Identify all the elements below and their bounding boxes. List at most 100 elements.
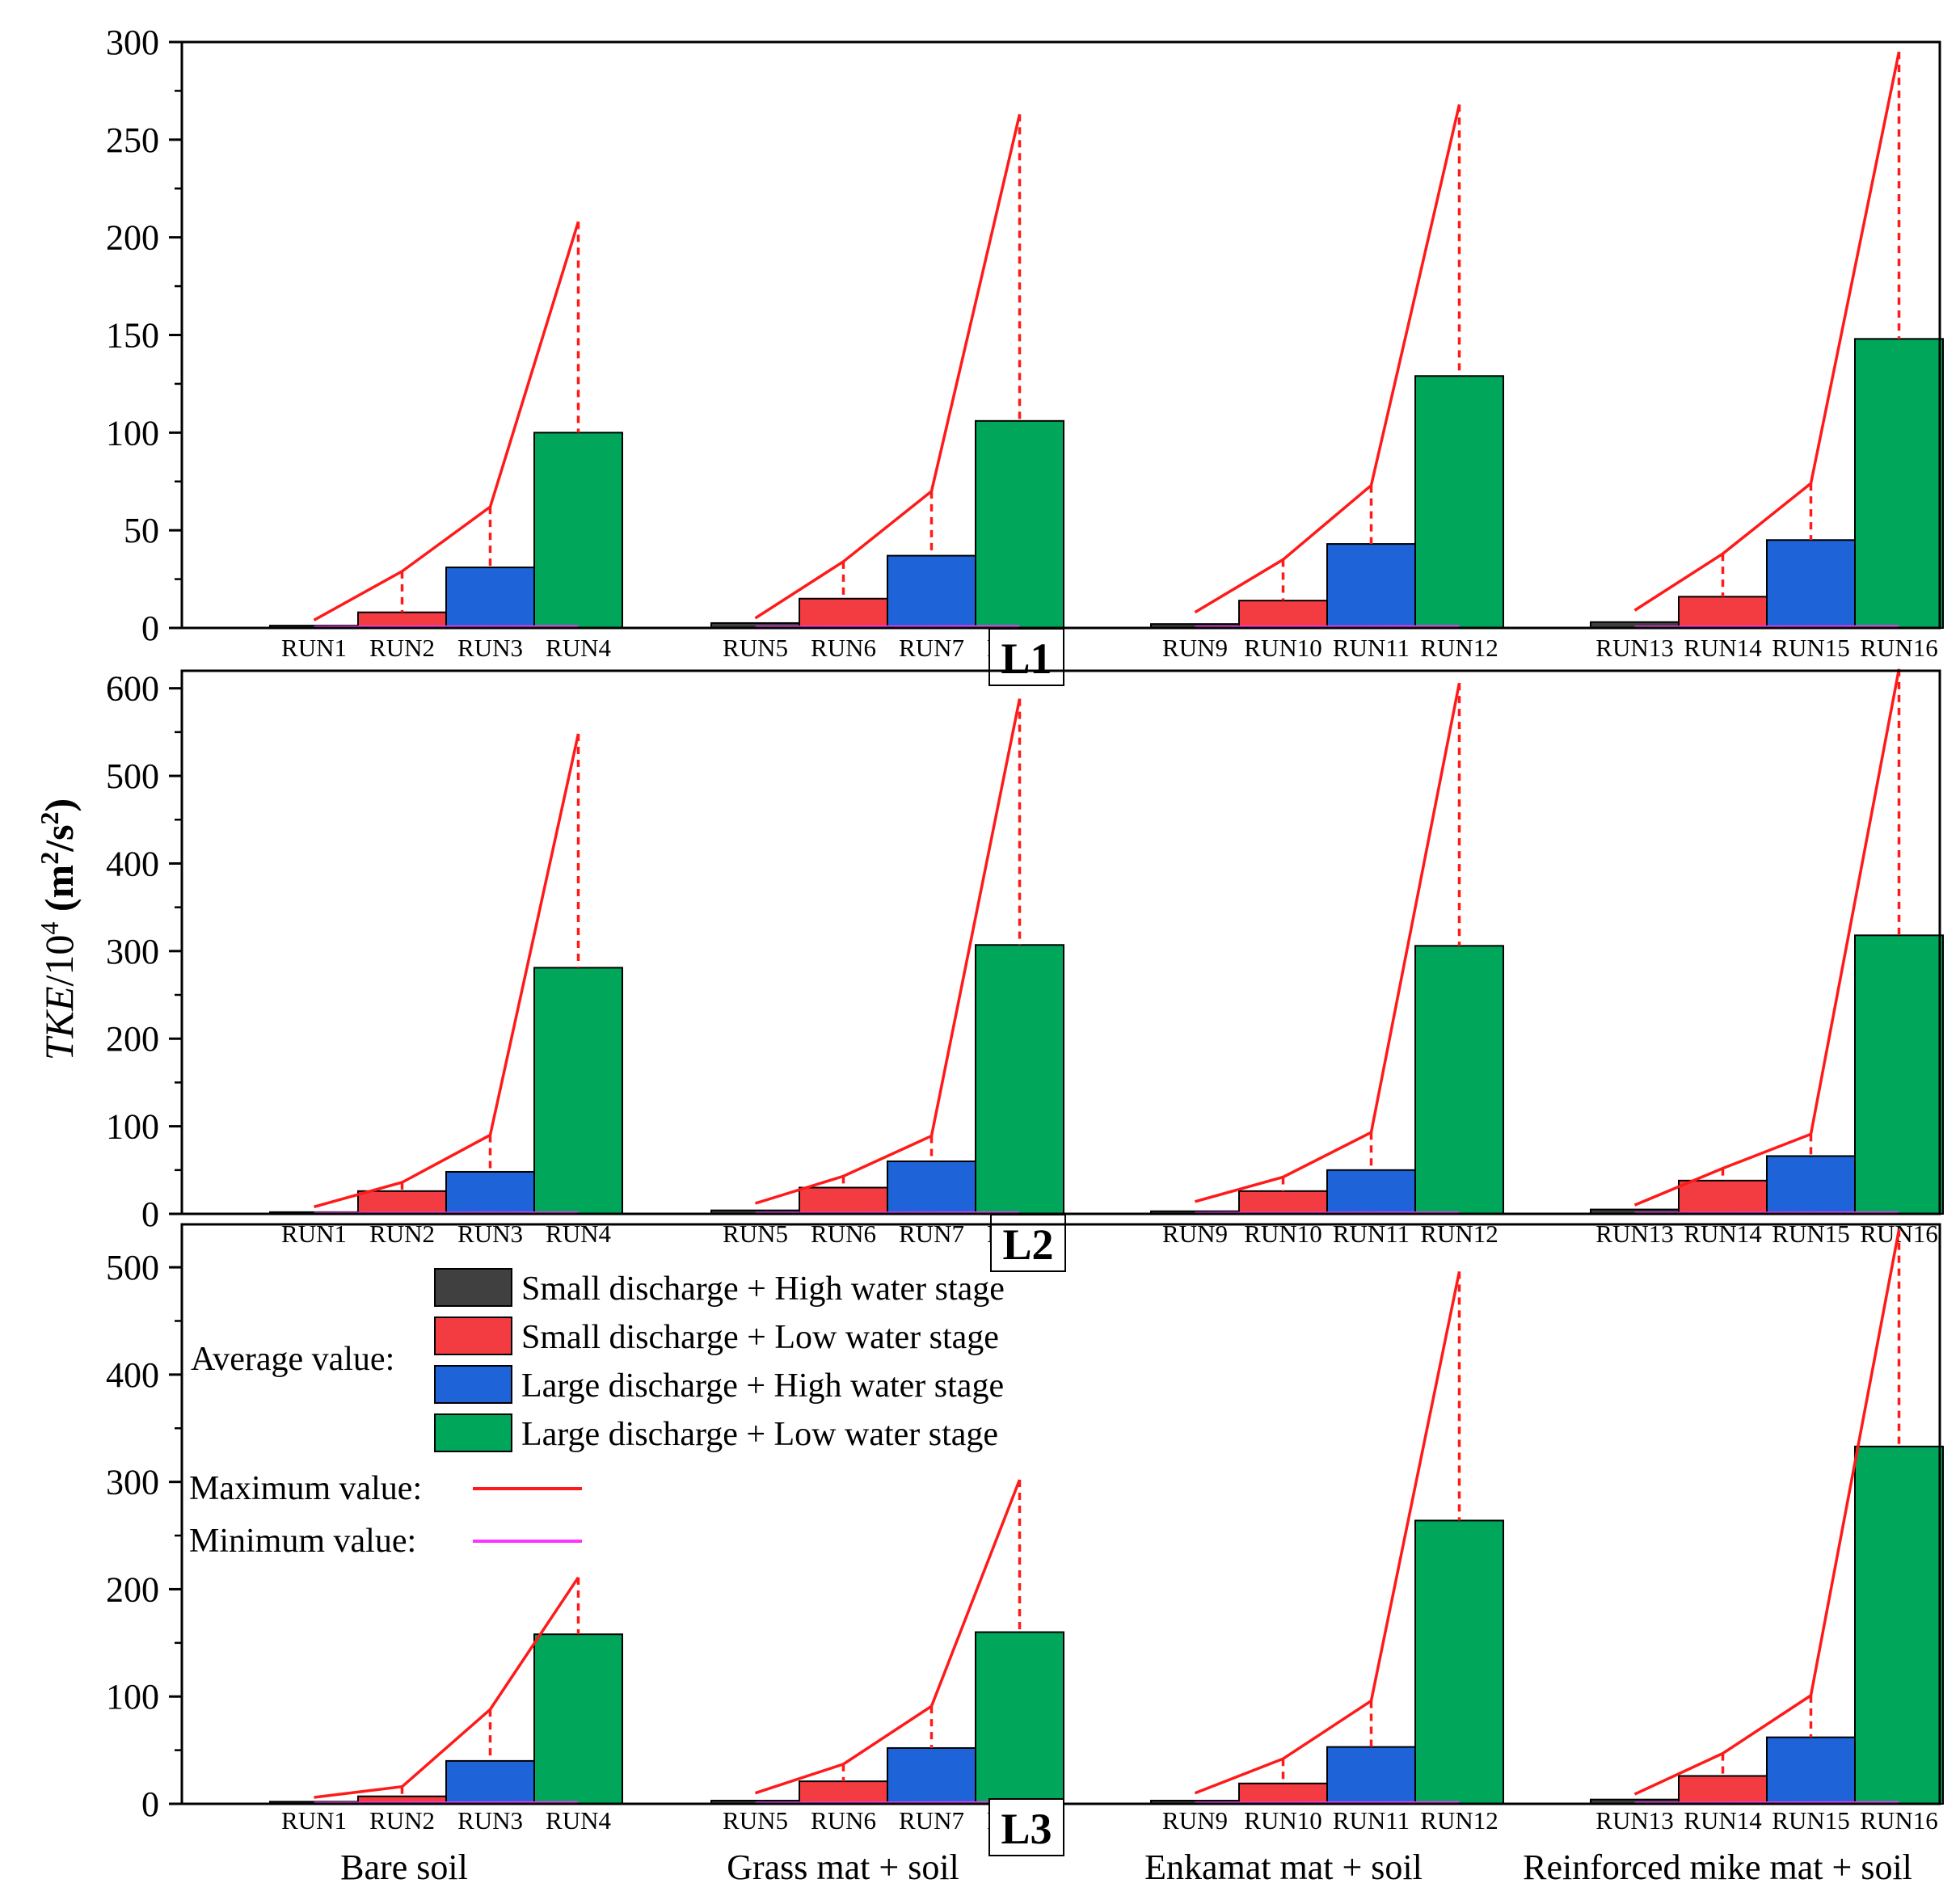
y-tick-label-L1-0: 0: [141, 609, 159, 648]
bar-L1-RUN3: [445, 567, 535, 629]
run-label-L1-RUN1: RUN1: [281, 634, 347, 662]
run-label-L3-RUN5: RUN5: [723, 1806, 788, 1835]
panel-L1: 0 50 100 150 200 250 300 RUN1 RUN2 RUN3 RUN4 RUN5 RU…: [106, 23, 1944, 686]
bar-L3-RUN16: [1854, 1445, 1944, 1805]
max-line-L2-group2: [754, 698, 1022, 1205]
bar-L1-RUN6: [799, 597, 888, 629]
bar-L3-RUN12: [1414, 1519, 1504, 1805]
bar-L3-RUN10: [1238, 1782, 1328, 1805]
run-label-L1-RUN5: RUN5: [723, 634, 788, 662]
bar-L2-RUN3: [445, 1170, 535, 1215]
legend-swatch-large-high: [434, 1365, 512, 1404]
max-line-L2-group1: [314, 733, 580, 1209]
y-tick-label-L3-0: 0: [141, 1784, 159, 1824]
y-tick-label-L1-300: 300: [106, 23, 159, 62]
group-labels: Bare soil Grass mat + soil Enkamat mat +…: [340, 1847, 1912, 1887]
bar-L3-RUN3: [445, 1759, 535, 1805]
y-tick-label-L1-150: 150: [106, 316, 159, 356]
bar-L2-RUN16: [1854, 934, 1944, 1215]
y-tick-label-L3-500: 500: [106, 1248, 159, 1287]
bar-L1-RUN15: [1766, 539, 1856, 629]
bar-L2-RUN14: [1678, 1179, 1768, 1215]
legend-average-title: Average value:: [191, 1341, 394, 1378]
run-label-L3-RUN14: RUN14: [1684, 1806, 1762, 1835]
run-label-L1-RUN12: RUN12: [1420, 634, 1498, 662]
bar-L2-RUN11: [1326, 1169, 1416, 1215]
bar-L1-RUN7: [887, 554, 976, 629]
run-label-L3-RUN1: RUN1: [281, 1806, 347, 1835]
legend-label-small-low: Small discharge + Low water stage: [521, 1319, 999, 1356]
max-line-L3-group1: [314, 1576, 580, 1799]
y-tick-label-L1-50: 50: [124, 511, 159, 550]
y-tick-label-L1-250: 250: [106, 120, 159, 160]
group-label-reinforced-mat: Reinforced mike mat + soil: [1523, 1847, 1912, 1887]
bar-L1-RUN4: [533, 432, 623, 629]
run-label-L3-RUN12: RUN12: [1420, 1806, 1498, 1835]
run-label-L3-RUN11: RUN11: [1333, 1806, 1410, 1835]
group-label-bare-soil: Bare soil: [340, 1847, 468, 1887]
panel-tag-L2: L2: [1002, 1220, 1053, 1269]
bar-L1-RUN16: [1854, 338, 1944, 629]
bar-L2-RUN7: [887, 1160, 976, 1215]
bar-L1-RUN14: [1678, 596, 1768, 629]
run-label-L1-RUN2: RUN2: [369, 634, 435, 662]
max-line-L1-group2: [754, 114, 1022, 620]
run-label-L1-RUN4: RUN4: [546, 634, 611, 662]
legend-swatch-small-low: [434, 1317, 512, 1355]
run-label-L1-RUN9: RUN9: [1162, 634, 1228, 662]
bar-L3-RUN6: [799, 1780, 888, 1805]
group-label-grass-mat: Grass mat + soil: [727, 1847, 959, 1887]
max-line-L3-group4: [1633, 1229, 1901, 1796]
max-line-L3-group2: [754, 1479, 1022, 1795]
legend-minimum-label: Minimum value:: [189, 1523, 416, 1560]
legend-label-small-high: Small discharge + High water stage: [521, 1270, 1005, 1308]
bar-L3-RUN15: [1766, 1736, 1856, 1805]
panel-tag-box-L1: [988, 628, 1064, 686]
bar-L3-RUN7: [887, 1746, 976, 1805]
group-label-enkamat-mat: Enkamat mat + soil: [1144, 1847, 1423, 1887]
bar-L2-RUN8: [975, 944, 1064, 1215]
run-label-L3-RUN16: RUN16: [1860, 1806, 1937, 1835]
y-tick-label-L2-200: 200: [106, 1019, 159, 1059]
bar-L2-RUN2: [357, 1190, 447, 1215]
y-axis-title: TKE/104 (m2/s2): [35, 798, 82, 1060]
legend-maximum-label: Maximum value:: [189, 1470, 422, 1507]
run-label-L3-RUN13: RUN13: [1595, 1806, 1673, 1835]
run-label-L3-RUN6: RUN6: [811, 1806, 876, 1835]
svg-text:TKE/104 (m2/s2): TKE/104 (m2/s2): [35, 798, 82, 1060]
max-line-L1-group4: [1633, 51, 1901, 612]
bar-L3-RUN4: [533, 1633, 623, 1805]
panel-tag-L3: L3: [1001, 1805, 1052, 1853]
bar-L2-RUN10: [1238, 1190, 1328, 1215]
y-tick-label-L2-500: 500: [106, 756, 159, 796]
panel-tag-box-L3: [988, 1798, 1064, 1856]
legend-swatch-small-high: [434, 1268, 512, 1307]
y-tick-label-L3-300: 300: [106, 1463, 159, 1502]
y-tick-label-L3-200: 200: [106, 1569, 159, 1609]
run-label-L1-RUN11: RUN11: [1333, 634, 1410, 662]
bar-L2-RUN6: [799, 1186, 888, 1215]
run-label-L3-RUN2: RUN2: [369, 1806, 435, 1835]
run-label-L1-RUN14: RUN14: [1684, 634, 1762, 662]
bar-L1-RUN11: [1326, 543, 1416, 629]
y-tick-label-L3-100: 100: [106, 1677, 159, 1717]
y-tick-label-L2-400: 400: [106, 844, 159, 883]
run-label-L1-RUN7: RUN7: [899, 634, 964, 662]
panel-tag-L1: L1: [1001, 634, 1052, 683]
max-line-L2-group4: [1633, 668, 1901, 1207]
legend-label-large-high: Large discharge + High water stage: [521, 1367, 1004, 1405]
max-line-L3-group3: [1194, 1271, 1461, 1795]
run-label-L3-RUN3: RUN3: [457, 1806, 523, 1835]
legend: Average value: Small discharge + High wa…: [189, 1268, 1005, 1560]
y-tick-label-L3-400: 400: [106, 1355, 159, 1395]
legend-swatch-large-low: [434, 1413, 512, 1452]
run-label-L1-RUN10: RUN10: [1244, 634, 1321, 662]
y-tick-label-L2-0: 0: [141, 1194, 159, 1234]
bar-L2-RUN4: [533, 967, 623, 1215]
run-label-L1-RUN15: RUN15: [1772, 634, 1849, 662]
y-tick-label-L2-300: 300: [106, 932, 159, 971]
chart-panels: 0 50 100 150 200 250 300 RUN1 RUN2 RUN3 RUN4 RUN5 RU…: [106, 23, 1944, 1856]
bar-L1-RUN10: [1238, 600, 1328, 630]
y-tick-label-L2-100: 100: [106, 1107, 159, 1147]
